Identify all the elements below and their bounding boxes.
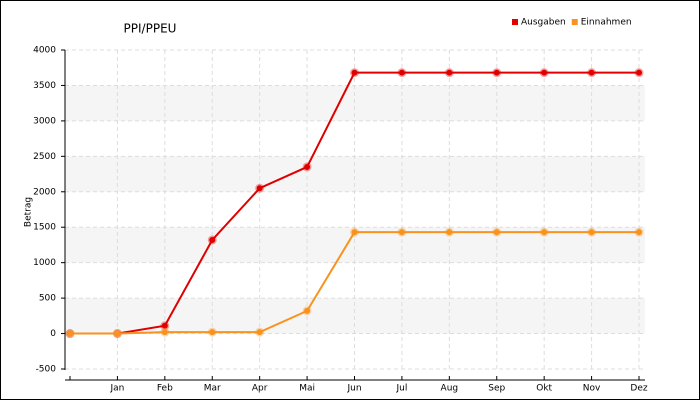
point <box>634 227 644 237</box>
legend-label: Ausgaben <box>521 18 566 28</box>
legend-swatch <box>512 19 518 25</box>
legend-swatch <box>571 19 578 25</box>
point <box>492 227 502 237</box>
y-tick-label: 0 <box>50 329 56 339</box>
point <box>587 68 597 78</box>
y-tick-label: 1000 <box>33 258 56 268</box>
point <box>302 306 312 316</box>
x-tick-label: Nov <box>583 384 601 394</box>
x-tick-label: Jul <box>395 384 407 394</box>
y-tick-label: 1500 <box>33 223 56 233</box>
point <box>112 329 122 339</box>
point <box>255 327 265 337</box>
x-tick-label: Aug <box>441 384 459 394</box>
point <box>160 321 170 331</box>
y-tick-label: 2500 <box>33 152 56 162</box>
point <box>587 227 597 237</box>
y-tick-label: -500 <box>36 365 57 375</box>
point <box>444 227 454 237</box>
point <box>160 327 170 337</box>
point <box>539 227 549 237</box>
y-axis-label: Betrag <box>24 197 34 227</box>
x-tick-label: Sep <box>488 384 505 394</box>
point <box>350 227 359 237</box>
x-tick-label: Okt <box>536 384 552 394</box>
x-tick-label: Dez <box>630 384 647 394</box>
point <box>350 68 359 78</box>
y-tick-label: 3000 <box>33 116 56 126</box>
y-tick-label: 3500 <box>33 81 56 91</box>
y-tick-label: 2000 <box>33 187 56 197</box>
point <box>492 68 502 78</box>
x-tick-label: Feb <box>157 384 173 394</box>
legend-label: Einnahmen <box>581 18 632 28</box>
y-tick-label: 500 <box>39 294 56 304</box>
x-tick-label: Jun <box>346 384 361 394</box>
x-tick-label: Mar <box>204 384 221 394</box>
point <box>634 68 644 78</box>
point <box>255 183 265 193</box>
point <box>65 329 75 339</box>
x-tick-label: Apr <box>252 384 268 394</box>
point <box>397 227 407 237</box>
x-tick-label: Mai <box>299 384 315 394</box>
point <box>207 327 217 337</box>
chart-title: PPI/PPEU <box>124 22 177 36</box>
point <box>302 162 312 172</box>
point <box>539 68 549 78</box>
y-tick-label: 4000 <box>33 46 56 56</box>
point <box>397 68 407 78</box>
x-tick-label: Jan <box>109 384 124 394</box>
point <box>444 68 454 78</box>
point <box>207 235 217 245</box>
